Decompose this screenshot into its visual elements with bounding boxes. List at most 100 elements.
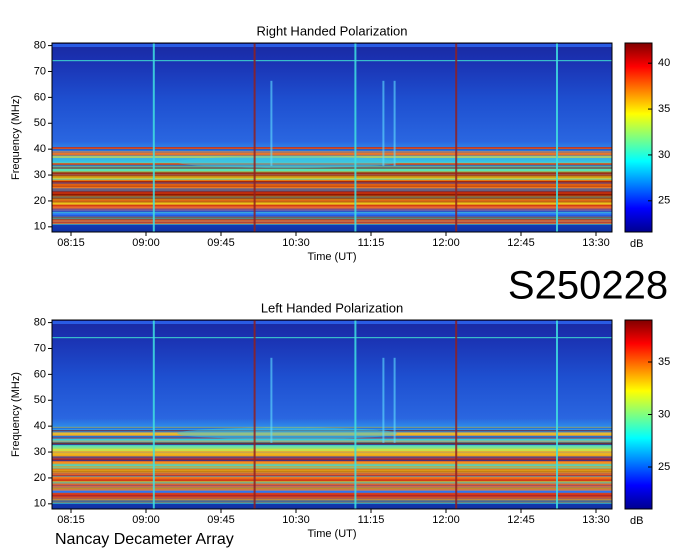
colorbar-tick-label: 25 xyxy=(658,195,670,207)
texture xyxy=(52,500,612,503)
y-tick-label: 80 xyxy=(34,39,46,51)
texture xyxy=(52,448,612,450)
band-top xyxy=(52,321,612,324)
vertical-line xyxy=(253,320,256,509)
texture xyxy=(52,190,612,193)
texture xyxy=(52,192,612,196)
texture xyxy=(52,182,612,184)
texture xyxy=(52,169,612,172)
texture xyxy=(52,467,612,469)
y-tick-label: 50 xyxy=(34,117,46,129)
y-axis-label: Frequency (MHz) xyxy=(10,372,22,457)
texture xyxy=(52,203,612,206)
x-tick-label: 13:30 xyxy=(582,237,610,249)
texture xyxy=(52,211,612,213)
plot-frame xyxy=(51,42,613,233)
texture xyxy=(52,201,612,204)
texture xyxy=(52,442,612,445)
texture xyxy=(52,497,612,500)
vertical-line xyxy=(152,43,155,232)
texture xyxy=(52,152,612,156)
burst xyxy=(270,357,273,443)
vertical-line xyxy=(253,43,256,232)
x-axis-label: Time (UT) xyxy=(307,528,356,540)
blob xyxy=(177,427,398,440)
x-tick-label: 12:00 xyxy=(432,514,460,526)
texture xyxy=(52,166,612,169)
texture xyxy=(52,217,612,220)
y-tick-label: 20 xyxy=(34,195,46,207)
texture xyxy=(52,461,612,464)
burst xyxy=(382,80,385,166)
x-tick-label: 08:15 xyxy=(57,514,85,526)
colorbar-label: dB xyxy=(630,238,643,250)
colorbar-label: dB xyxy=(630,515,643,527)
texture xyxy=(52,471,612,473)
texture xyxy=(52,211,612,214)
colorbar xyxy=(624,319,653,510)
texture xyxy=(52,455,612,457)
vertical-line xyxy=(152,320,155,509)
chart-title: Right Handed Polarization xyxy=(256,23,407,38)
y-tick-label: 30 xyxy=(34,446,46,458)
texture xyxy=(52,502,612,504)
texture xyxy=(52,456,612,459)
y-tick-label: 60 xyxy=(34,368,46,380)
y-axis-label: Frequency (MHz) xyxy=(10,95,22,180)
vertical-line xyxy=(455,320,458,509)
texture xyxy=(52,470,612,473)
texture xyxy=(52,440,612,442)
texture xyxy=(52,186,612,189)
texture xyxy=(52,191,612,194)
texture xyxy=(52,223,612,225)
y-tick-label: 50 xyxy=(34,394,46,406)
texture xyxy=(52,485,612,488)
texture xyxy=(52,149,612,151)
colorbar-tick-label: 40 xyxy=(658,57,670,69)
vertical-line xyxy=(354,320,357,509)
texture xyxy=(52,215,612,218)
y-tick-label: 40 xyxy=(34,420,46,432)
texture xyxy=(52,174,612,177)
vertical-line xyxy=(455,43,458,232)
texture xyxy=(52,205,612,208)
band-line xyxy=(52,60,612,62)
texture xyxy=(52,194,612,197)
x-tick-label: 10:30 xyxy=(282,237,310,249)
x-tick-label: 09:45 xyxy=(207,514,235,526)
texture xyxy=(52,488,612,491)
y-tick-label: 70 xyxy=(34,342,46,354)
vertical-line xyxy=(354,43,357,232)
x-axis-label: Time (UT) xyxy=(307,251,356,263)
colorbar-tick-label: 35 xyxy=(658,356,670,368)
x-tick-label: 09:00 xyxy=(132,514,160,526)
texture xyxy=(52,492,612,496)
x-tick-label: 09:00 xyxy=(132,237,160,249)
y-tick-label: 40 xyxy=(34,143,46,155)
date-code: S250228 xyxy=(508,264,668,308)
texture xyxy=(52,464,612,467)
texture xyxy=(52,481,612,484)
texture xyxy=(52,185,612,187)
texture xyxy=(52,171,612,175)
y-tick-label: 70 xyxy=(34,65,46,77)
texture xyxy=(52,176,612,179)
x-tick-label: 13:30 xyxy=(582,514,610,526)
texture xyxy=(52,458,612,460)
x-tick-label: 10:30 xyxy=(282,514,310,526)
texture xyxy=(52,194,612,196)
texture xyxy=(52,178,612,180)
x-tick-label: 08:15 xyxy=(57,237,85,249)
texture xyxy=(52,180,612,183)
y-tick-label: 60 xyxy=(34,91,46,103)
texture xyxy=(52,443,612,446)
colorbar-tick-label: 35 xyxy=(658,103,670,115)
plot-frame xyxy=(51,319,613,510)
burst xyxy=(382,357,385,443)
texture xyxy=(52,451,612,454)
burst xyxy=(393,80,396,166)
x-tick-label: 12:45 xyxy=(507,237,535,249)
texture xyxy=(52,459,612,462)
x-tick-label: 12:00 xyxy=(432,237,460,249)
